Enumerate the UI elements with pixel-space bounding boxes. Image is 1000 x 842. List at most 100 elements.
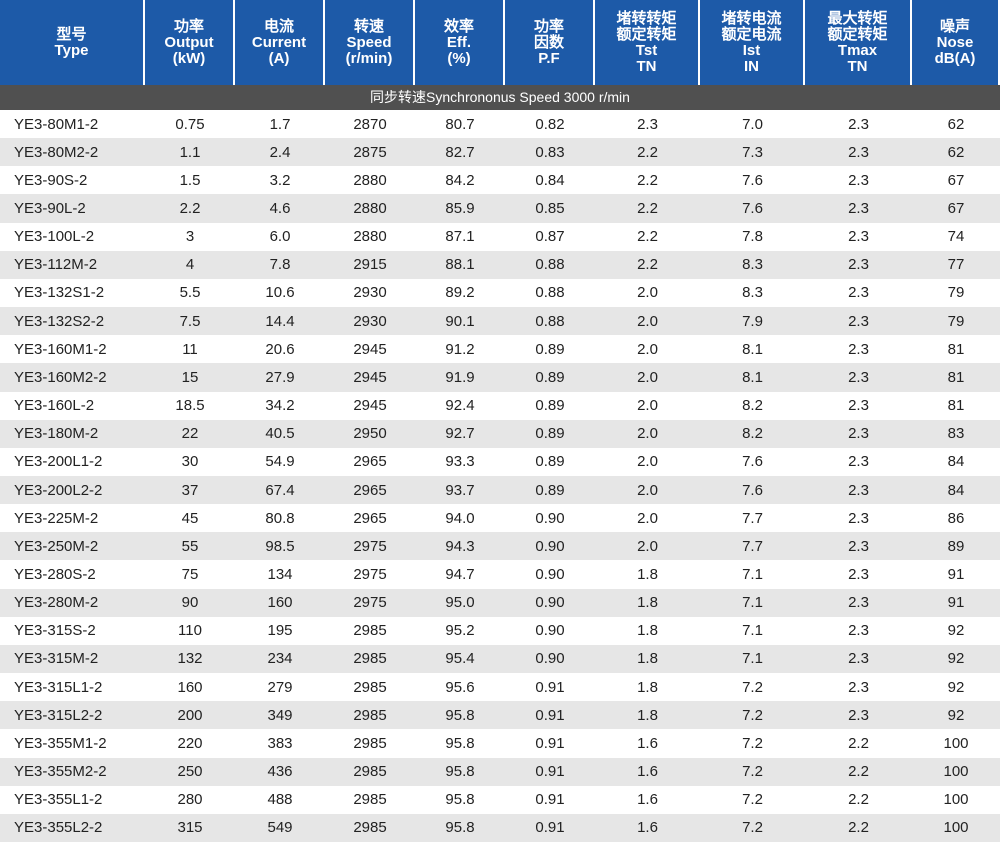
header-line: dB(A)	[934, 49, 976, 67]
table-cell: 2.3	[848, 678, 869, 696]
table-cell: 2985	[353, 678, 387, 696]
header-line: 额定转矩	[827, 25, 888, 43]
table-cell: 90.1	[445, 312, 475, 330]
table-cell: 0.89	[535, 340, 565, 358]
header-line: (r/min)	[345, 49, 393, 67]
table-cell: 85.9	[445, 200, 475, 218]
table-cell: 2.3	[848, 537, 869, 555]
table-cell: 7.6	[742, 200, 763, 218]
table-cell: 0.90	[535, 650, 565, 668]
header-line: Ist	[742, 41, 761, 59]
table-cell: 2985	[353, 763, 387, 781]
table-row: YE3-90S-2 1.5 3.2 2880 84.2 0.84 2.2 7.6 2.3 67	[0, 166, 1000, 195]
table-cell: 0.91	[535, 763, 565, 781]
table-cell: YE3-315S-2	[14, 622, 96, 640]
table-cell: 0.87	[535, 228, 565, 246]
table-cell: 8.1	[742, 340, 763, 358]
table-cell: 7.8	[742, 228, 763, 246]
table-cell: 92	[947, 622, 965, 640]
header-line: 功率	[533, 17, 564, 35]
table-cell: 0.82	[535, 115, 565, 133]
table-cell: 160	[267, 594, 293, 612]
table-cell: 27.9	[265, 368, 295, 386]
table-cell: 7.8	[269, 256, 291, 274]
table-cell: 2985	[353, 819, 387, 837]
table-cell: 2985	[353, 622, 387, 640]
table-cell: 92.7	[445, 425, 475, 443]
header-line: 电流	[263, 17, 294, 35]
table-cell: 2.3	[848, 397, 869, 415]
table-cell: 95.8	[445, 819, 475, 837]
table-cell: 132	[177, 650, 203, 668]
table-cell: 488	[267, 791, 293, 809]
table-cell: 100	[943, 791, 969, 809]
header-cell: 效率 Eff. (%)	[415, 0, 505, 85]
table-cell: 2.0	[637, 481, 658, 499]
table-cell: 95.8	[445, 734, 475, 752]
header-cell: 最大转矩 额定转矩 Tmax TN	[805, 0, 912, 85]
header-cell: 型号 Type	[0, 0, 145, 85]
table-cell: 2.0	[637, 368, 658, 386]
table-cell: 93.7	[445, 481, 475, 499]
table-cell: 0.91	[535, 734, 565, 752]
table-row: YE3-315M-2 132 234 2985 95.4 0.90 1.8 7.1 2.3 92	[0, 644, 1000, 674]
table-cell: 2.3	[848, 312, 869, 330]
table-row: YE3-355L2-2 315 549 2985 95.8 0.91 1.6 7.2 2.2 10…	[0, 813, 1000, 842]
table-cell: 7.5	[179, 312, 201, 330]
header-line: (A)	[268, 49, 290, 67]
table-cell: 74	[947, 228, 965, 246]
table-cell: 2.3	[848, 594, 869, 612]
table-cell: YE3-80M1-2	[14, 115, 99, 133]
table-cell: 95.4	[445, 650, 475, 668]
table-cell: 2.3	[848, 368, 869, 386]
table-cell: YE3-160L-2	[14, 397, 95, 415]
table-cell: 8.2	[742, 425, 763, 443]
header-line: Tmax	[837, 41, 878, 59]
table-cell: 2975	[353, 566, 387, 584]
table-cell: 18.5	[175, 397, 205, 415]
table-cell: 54.9	[265, 453, 295, 471]
table-cell: YE3-355L1-2	[14, 791, 103, 809]
table-cell: 2965	[353, 481, 387, 499]
table-cell: 0.88	[535, 312, 565, 330]
table-cell: YE3-200L2-2	[14, 481, 103, 499]
table-row: YE3-160L-2 18.5 34.2 2945 92.4 0.89 2.0 8.2 2.3 8…	[0, 391, 1000, 420]
table-cell: 4.6	[269, 200, 291, 218]
header-cell: 噪声 Nose dB(A)	[912, 0, 1000, 85]
table-cell: 1.8	[637, 566, 658, 584]
table-cell: 98.5	[265, 537, 295, 555]
table-cell: 20.6	[265, 340, 295, 358]
table-cell: 0.89	[535, 481, 565, 499]
header-cell: 转速 Speed (r/min)	[325, 0, 415, 85]
table-cell: 95.6	[445, 678, 475, 696]
table-cell: 67.4	[265, 481, 295, 499]
table-cell: 2.2	[848, 734, 869, 752]
header-line: 额定转矩	[616, 25, 677, 43]
table-cell: 2945	[353, 397, 387, 415]
table-cell: 77	[947, 256, 965, 274]
header-line: 噪声	[939, 17, 970, 35]
table-cell: 84.2	[445, 171, 475, 189]
table-cell: 7.9	[742, 312, 763, 330]
table-cell: 14.4	[265, 312, 295, 330]
table-cell: 0.89	[535, 453, 565, 471]
table-cell: 2.3	[848, 650, 869, 668]
table-cell: 0.91	[535, 678, 565, 696]
table-row: YE3-80M1-2 0.75 1.7 2870 80.7 0.82 2.3 7.0 2.3 62	[0, 110, 1000, 139]
table-cell: 7.1	[742, 622, 763, 640]
table-row: YE3-315S-2 110 195 2985 95.2 0.90 1.8 7.1 2.3 92	[0, 616, 1000, 645]
table-cell: YE3-112M-2	[14, 256, 98, 274]
table-cell: 81	[947, 397, 965, 415]
table-cell: 2945	[353, 340, 387, 358]
table-cell: 7.6	[742, 171, 763, 189]
table-cell: YE3-315L2-2	[14, 706, 103, 724]
table-cell: 195	[267, 622, 293, 640]
table-cell: 79	[947, 312, 965, 330]
table-row: YE3-315L1-2 160 279 2985 95.6 0.91 1.8 7.2 2.3 92	[0, 673, 1000, 702]
header-line: 最大转矩	[827, 9, 888, 27]
table-cell: 4	[185, 256, 195, 274]
table-cell: 2.3	[848, 228, 869, 246]
header-line: Speed	[346, 33, 392, 51]
table-cell: 1.8	[637, 622, 658, 640]
table-cell: 67	[947, 200, 965, 218]
